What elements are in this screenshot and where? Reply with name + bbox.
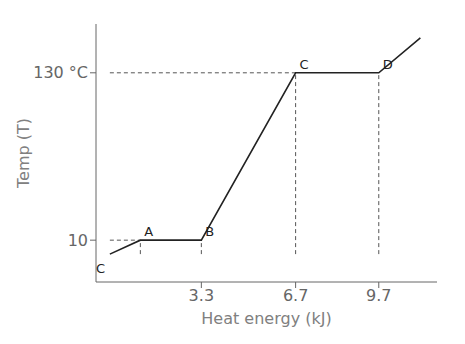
svg-text:3.3: 3.3 (189, 286, 214, 305)
svg-text:Heat energy (kJ): Heat energy (kJ) (201, 309, 331, 328)
svg-text:Temp (T): Temp (T) (14, 118, 33, 189)
svg-text:130 °C: 130 °C (33, 63, 88, 82)
svg-text:D: D (383, 57, 393, 72)
svg-text:C: C (96, 261, 105, 276)
svg-text:6.7: 6.7 (283, 286, 308, 305)
svg-text:9.7: 9.7 (366, 286, 391, 305)
svg-text:C: C (300, 57, 309, 72)
svg-text:A: A (144, 224, 153, 239)
svg-text:10: 10 (68, 231, 88, 250)
svg-text:B: B (205, 224, 214, 239)
